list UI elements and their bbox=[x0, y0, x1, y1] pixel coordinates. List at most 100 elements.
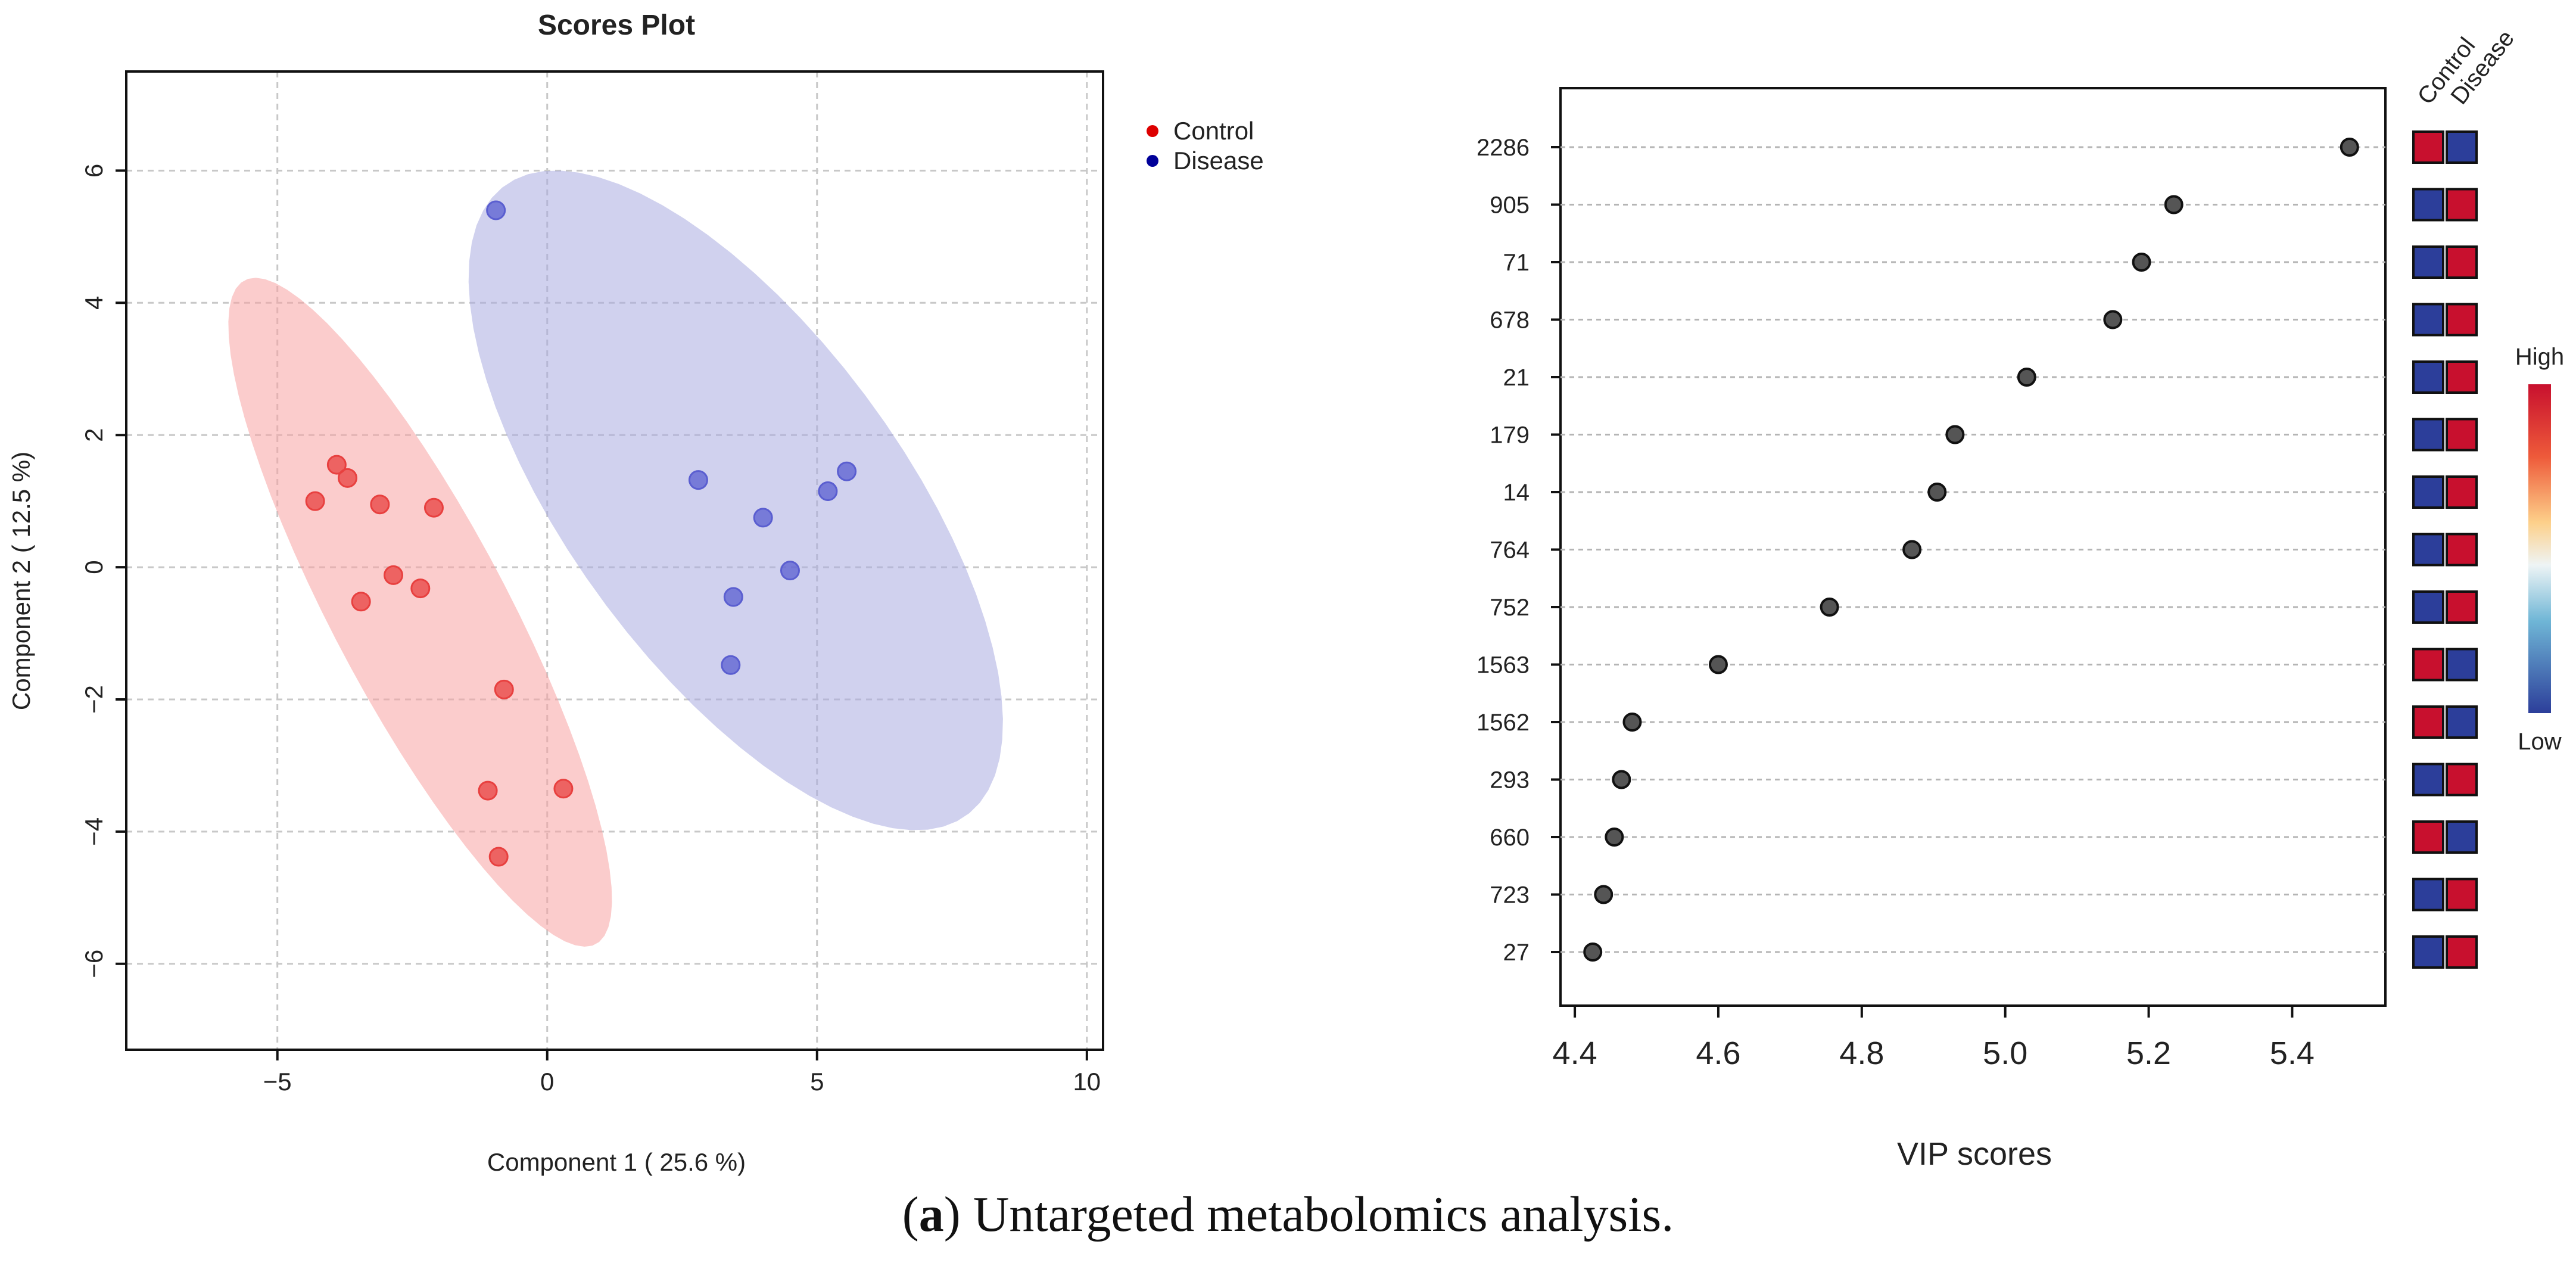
heatmap-cell-11-disease bbox=[2446, 763, 2478, 797]
figure-caption: (a) Untargeted metabolomics analysis. bbox=[0, 1186, 2576, 1243]
scores-point-control-5 bbox=[384, 565, 404, 585]
heatmap-cell-13-disease bbox=[2446, 878, 2478, 912]
vip-plot-area: 2286 905 71 678 21 179 14 764 752 1563 1562 293 660 7… bbox=[1477, 87, 2387, 1071]
heatmap-cell-10-control bbox=[2412, 705, 2444, 739]
vip-point-12 bbox=[1605, 828, 1624, 847]
vip-point-1 bbox=[2164, 195, 2183, 214]
vip-plot-frame bbox=[1559, 87, 2387, 1007]
scores-y-tick-label-3: 0 bbox=[80, 560, 108, 574]
vip-point-8 bbox=[1820, 598, 1839, 617]
vip-feature-label-10: 1562 bbox=[1477, 710, 1530, 736]
heatmap-cell-4-disease bbox=[2446, 360, 2478, 394]
heatmap-cell-3-control bbox=[2412, 303, 2444, 337]
vip-feature-label-1: 905 bbox=[1490, 192, 1530, 219]
scores-point-control-7 bbox=[351, 592, 371, 612]
scores-y-axis-label: Component 2 ( 12.5 %) bbox=[7, 452, 35, 710]
heatmap-cell-10-disease bbox=[2446, 705, 2478, 739]
heatmap-cell-4-control bbox=[2412, 360, 2444, 394]
scores-point-control-2 bbox=[305, 491, 325, 511]
caption-text: ) Untargeted metabolomics analysis. bbox=[943, 1187, 1674, 1242]
heatmap-cell-6-control bbox=[2412, 475, 2444, 509]
scores-y-tick-label-0: −6 bbox=[80, 950, 108, 978]
vip-x-tick-label-3: 5.0 bbox=[1983, 1035, 2027, 1071]
scores-point-control-11 bbox=[488, 847, 509, 867]
scores-plot-title: Scores Plot bbox=[538, 10, 695, 41]
scores-point-control-9 bbox=[478, 780, 498, 801]
scores-point-disease-1 bbox=[688, 470, 708, 490]
scores-x-tick-label-3: 10 bbox=[1073, 1068, 1101, 1096]
heatmap-cell-13-control bbox=[2412, 878, 2444, 912]
heatmap-cell-5-control bbox=[2412, 418, 2444, 452]
heatmap-cell-11-control bbox=[2412, 763, 2444, 797]
heatmap-cell-6-disease bbox=[2446, 475, 2478, 509]
vip-point-2 bbox=[2132, 253, 2151, 272]
vip-feature-label-9: 1563 bbox=[1477, 652, 1530, 679]
legend-marker-disease bbox=[1147, 155, 1158, 167]
vip-feature-label-8: 752 bbox=[1490, 595, 1530, 621]
heatmap-cell-14-control bbox=[2412, 935, 2444, 969]
vip-point-10 bbox=[1622, 713, 1642, 732]
heatmap-cell-1-control bbox=[2412, 188, 2444, 222]
colorbar-gradient bbox=[2528, 384, 2551, 713]
scores-x-tick-label-1: 0 bbox=[540, 1068, 554, 1096]
vip-feature-label-5: 179 bbox=[1490, 422, 1530, 449]
heatmap-cell-2-disease bbox=[2446, 245, 2478, 279]
vip-point-3 bbox=[2103, 310, 2123, 329]
vip-feature-label-6: 14 bbox=[1503, 480, 1530, 506]
vip-x-tick-label-1: 4.6 bbox=[1696, 1035, 1740, 1071]
vip-point-14 bbox=[1583, 942, 1603, 962]
heatmap-cell-5-disease bbox=[2446, 418, 2478, 452]
caption-label: a bbox=[918, 1187, 944, 1242]
heatmap-cell-8-disease bbox=[2446, 590, 2478, 624]
vip-scores-panel: 2286 905 71 678 21 179 14 764 752 1563 1562 293 660 7… bbox=[1477, 26, 2564, 1172]
vip-point-4 bbox=[2017, 368, 2036, 387]
vip-x-tick-label-5: 5.4 bbox=[2270, 1035, 2315, 1071]
scores-y-tick-label-5: 4 bbox=[80, 296, 108, 310]
scores-point-control-1 bbox=[337, 468, 357, 488]
scores-point-disease-2 bbox=[837, 461, 857, 481]
scores-point-disease-0 bbox=[486, 200, 506, 220]
vip-feature-label-12: 660 bbox=[1490, 825, 1530, 851]
legend-marker-control bbox=[1147, 125, 1158, 137]
legend-label-control: Control bbox=[1173, 117, 1254, 145]
scores-point-control-8 bbox=[494, 679, 514, 699]
vip-x-tick-label-0: 4.4 bbox=[1553, 1035, 1597, 1071]
heatmap-cell-7-control bbox=[2412, 533, 2444, 567]
vip-point-7 bbox=[1902, 540, 1922, 559]
scores-y-tick-label-4: 2 bbox=[80, 428, 108, 442]
scores-y-tick-label-2: −2 bbox=[80, 685, 108, 714]
vip-point-6 bbox=[1927, 483, 1947, 502]
vip-feature-label-14: 27 bbox=[1503, 940, 1530, 966]
legend-label-disease: Disease bbox=[1173, 147, 1264, 175]
scores-y-tick-label-6: 6 bbox=[80, 164, 108, 178]
scores-point-control-3 bbox=[370, 494, 390, 515]
scores-point-disease-3 bbox=[818, 481, 838, 502]
scores-point-control-6 bbox=[410, 578, 431, 599]
scores-x-axis-label: Component 1 ( 25.6 %) bbox=[487, 1148, 746, 1176]
vip-x-tick-label-2: 4.8 bbox=[1839, 1035, 1884, 1071]
scores-legend: Control Disease bbox=[1147, 117, 1264, 175]
heatmap-cell-8-control bbox=[2412, 590, 2444, 624]
heatmap-cell-9-control bbox=[2412, 648, 2444, 682]
heatmap-cell-14-disease bbox=[2446, 935, 2478, 969]
scores-plot-frame bbox=[125, 70, 1104, 1051]
scores-point-disease-6 bbox=[723, 587, 743, 607]
vip-x-axis-label: VIP scores bbox=[1897, 1136, 2052, 1172]
vip-feature-label-11: 293 bbox=[1490, 767, 1530, 794]
scores-point-disease-4 bbox=[753, 508, 773, 528]
vip-point-5 bbox=[1945, 425, 1965, 444]
scores-point-disease-7 bbox=[721, 655, 741, 675]
vip-feature-label-3: 678 bbox=[1490, 307, 1530, 334]
confidence-ellipse-control bbox=[228, 278, 612, 947]
colorbar-high-label: High bbox=[2515, 344, 2564, 370]
heatmap-cell-12-disease bbox=[2446, 820, 2478, 854]
vip-feature-label-13: 723 bbox=[1490, 882, 1530, 909]
scores-point-disease-5 bbox=[780, 561, 800, 581]
heatmap-cell-3-disease bbox=[2446, 303, 2478, 337]
scores-y-tick-label-1: −4 bbox=[80, 817, 108, 846]
heatmap-cell-9-disease bbox=[2446, 648, 2478, 682]
vip-feature-label-7: 764 bbox=[1490, 537, 1530, 564]
vip-point-11 bbox=[1612, 770, 1631, 789]
